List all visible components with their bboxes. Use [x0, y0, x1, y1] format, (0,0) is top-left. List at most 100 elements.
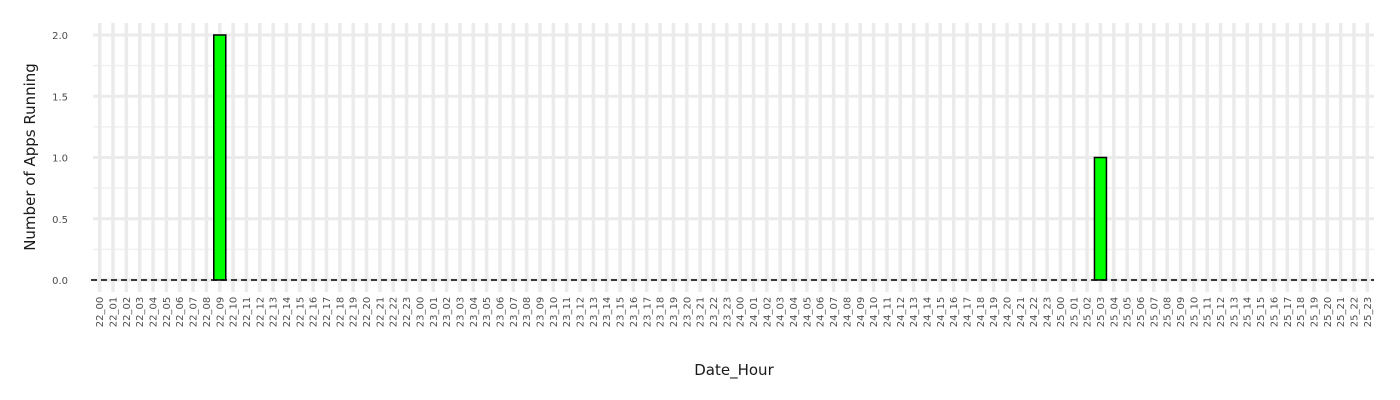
x-tick-label: 24_02: [762, 297, 773, 327]
x-tick-label: 24_08: [842, 297, 853, 327]
x-tick-label: 25_08: [1163, 297, 1174, 327]
x-tick-label: 25_21: [1336, 297, 1347, 327]
y-tick-label: 1.0: [52, 154, 68, 165]
x-tick-label: 24_13: [909, 297, 920, 327]
minor-gridlines: [93, 64, 1374, 251]
x-tick-label: 22_19: [349, 297, 360, 327]
x-tick-label: 22_20: [362, 297, 373, 327]
x-tick-label: 22_18: [335, 297, 346, 327]
x-tick-label: 24_04: [789, 297, 800, 327]
x-tick-label: 24_09: [856, 297, 867, 327]
x-tick-label: 24_01: [749, 297, 760, 327]
x-tick-label: 22_10: [229, 297, 240, 327]
x-tick-label: 23_18: [656, 297, 667, 327]
x-tick-label: 23_04: [469, 297, 480, 327]
x-tick-label: 24_14: [922, 297, 933, 327]
x-tick-label: 24_16: [949, 297, 960, 327]
x-tick-label: 23_16: [629, 297, 640, 327]
major-gridlines: [93, 23, 1374, 292]
x-tick-label: 25_04: [1109, 297, 1120, 327]
x-tick-label: 25_14: [1243, 297, 1254, 327]
x-tick-label: 23_09: [536, 297, 547, 327]
x-tick-label: 25_12: [1216, 297, 1227, 327]
x-tick-label: 22_08: [202, 297, 213, 327]
y-tick-labels: 0.0 0.5 1.0 1.5 2.0: [52, 31, 68, 287]
x-tick-label: 22_13: [269, 297, 280, 327]
x-tick-label: 24_11: [882, 297, 893, 327]
x-tick-label: 22_00: [95, 297, 106, 327]
x-tick-label: 23_19: [669, 297, 680, 327]
x-tick-label: 23_03: [455, 297, 466, 327]
bar-series: [213, 34, 1108, 281]
x-tick-label: 25_10: [1189, 297, 1200, 327]
x-tick-label: 25_02: [1083, 297, 1094, 327]
x-tick-label: 22_06: [175, 297, 186, 327]
x-tick-label: 24_10: [869, 297, 880, 327]
x-tick-label: 25_16: [1269, 297, 1280, 327]
x-tick-label: 23_23: [722, 297, 733, 327]
x-axis-title: Date_Hour: [694, 361, 774, 380]
x-tick-label: 23_17: [642, 297, 653, 327]
y-tick-label: 2.0: [52, 31, 68, 42]
x-tick-label: 25_13: [1229, 297, 1240, 327]
x-tick-label: 25_20: [1323, 297, 1334, 327]
x-tick-label: 23_21: [696, 297, 707, 327]
x-tick-label: 25_05: [1123, 297, 1134, 327]
x-tick-label: 23_22: [709, 297, 720, 327]
x-tick-label: 24_05: [802, 297, 813, 327]
x-tick-label: 25_23: [1363, 297, 1374, 327]
x-tick-label: 25_00: [1056, 297, 1067, 327]
x-tick-label: 24_21: [1016, 297, 1027, 327]
x-tick-label: 23_13: [589, 297, 600, 327]
x-tick-label: 24_06: [816, 297, 827, 327]
x-tick-label: 22_22: [389, 297, 400, 327]
x-tick-label: 23_12: [576, 297, 587, 327]
x-tick-label: 23_20: [682, 297, 693, 327]
x-tick-label: 22_15: [295, 297, 306, 327]
x-tick-label: 23_00: [415, 297, 426, 327]
x-tick-label: 22_01: [109, 297, 120, 327]
y-tick-label: 0.5: [52, 215, 68, 226]
x-tick-label: 23_08: [522, 297, 533, 327]
x-tick-label: 25_07: [1149, 297, 1160, 327]
x-tick-label: 23_14: [602, 297, 613, 327]
x-tick-label: 25_09: [1176, 297, 1187, 327]
x-tick-label: 25_03: [1096, 297, 1107, 327]
x-tick-label: 22_03: [135, 297, 146, 327]
x-tick-label: 23_06: [495, 297, 506, 327]
x-tick-labels: 22_00 22_01 22_02 22_03 22_04 22_05 22_06 22_07…: [95, 297, 1374, 327]
x-tick-label: 25_01: [1069, 297, 1080, 327]
x-tick-label: 23_05: [482, 297, 493, 327]
x-tick-label: 24_18: [976, 297, 987, 327]
x-tick-label: 22_17: [322, 297, 333, 327]
x-tick-label: 24_20: [1003, 297, 1014, 327]
x-tick-label: 24_22: [1029, 297, 1040, 327]
x-tick-label: 25_15: [1256, 297, 1267, 327]
x-tick-label: 25_17: [1283, 297, 1294, 327]
y-tick-label: 0.0: [52, 276, 68, 287]
y-tick-label: 1.5: [52, 92, 68, 103]
x-tick-label: 25_06: [1136, 297, 1147, 327]
x-tick-label: 22_05: [162, 297, 173, 327]
x-tick-label: 22_12: [255, 297, 266, 327]
x-tick-label: 24_23: [1043, 297, 1054, 327]
x-tick-label: 22_09: [215, 297, 226, 327]
x-tick-label: 22_23: [402, 297, 413, 327]
x-tick-label: 24_15: [936, 297, 947, 327]
y-axis-title: Number of Apps Running: [21, 63, 39, 251]
x-tick-label: 25_18: [1296, 297, 1307, 327]
x-tick-label: 22_07: [189, 297, 200, 327]
x-tick-label: 23_11: [562, 297, 573, 327]
x-tick-label: 22_21: [375, 297, 386, 327]
x-tick-label: 22_11: [242, 297, 253, 327]
x-tick-label: 24_12: [896, 297, 907, 327]
x-tick-label: 22_02: [122, 297, 133, 327]
x-tick-label: 22_04: [149, 297, 160, 327]
x-tick-label: 24_17: [963, 297, 974, 327]
x-tick-label: 22_14: [282, 297, 293, 327]
x-tick-label: 25_11: [1203, 297, 1214, 327]
x-tick-label: 24_03: [776, 297, 787, 327]
bar: [213, 34, 227, 281]
x-tick-label: 23_07: [509, 297, 520, 327]
